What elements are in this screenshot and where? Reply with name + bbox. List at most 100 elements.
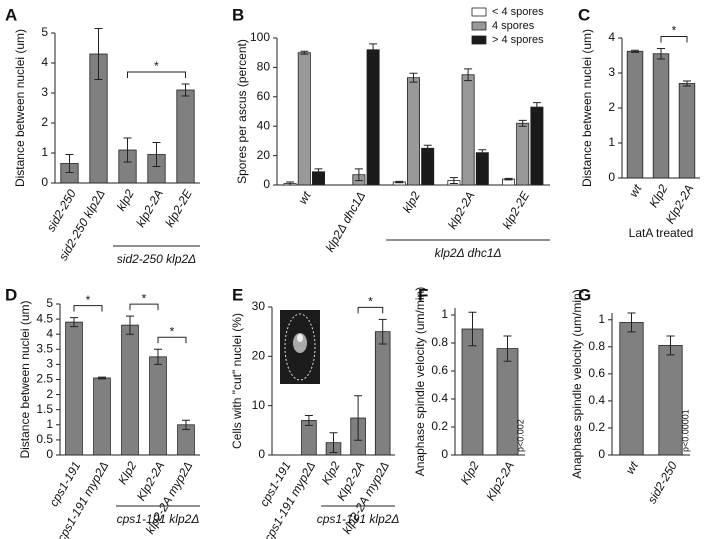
error-bar — [126, 315, 134, 335]
bar — [65, 321, 83, 456]
y-tick-label: 60 — [257, 89, 271, 103]
p-value: p<0.002 — [515, 419, 525, 452]
error-bar — [478, 149, 487, 157]
y-tick-label: 2.5 — [36, 372, 53, 386]
error-bar — [518, 119, 527, 127]
x-tick-label: wt — [626, 182, 644, 200]
y-tick-label: 80 — [257, 60, 271, 74]
y-tick-label: 0 — [263, 177, 270, 191]
error-bar — [314, 168, 323, 176]
y-tick-label: 3 — [608, 65, 615, 79]
group-label: sid2-250 klp2Δ — [117, 252, 196, 266]
legend-swatch — [471, 7, 487, 17]
y-tick-label: 10 — [252, 398, 266, 412]
y-tick-label: 4 — [46, 326, 53, 340]
x-tick-label: sid2-250 — [645, 459, 680, 506]
y-tick-label: 0.5 — [36, 432, 53, 446]
legend-label: < 4 spores — [492, 6, 544, 18]
error-bar — [449, 177, 458, 185]
y-tick-label: 2 — [608, 100, 615, 114]
error-bar — [631, 49, 639, 53]
bar — [297, 52, 311, 186]
bar — [530, 106, 544, 186]
bar — [176, 89, 195, 184]
bar — [516, 122, 530, 186]
error-bar — [70, 317, 78, 328]
bar — [149, 356, 167, 456]
bar — [461, 74, 475, 186]
x-axis-label: LatA treated — [629, 226, 694, 240]
legend-swatch — [471, 21, 487, 31]
p-value: p<0.00001 — [680, 409, 690, 452]
y-tick-label: 0.2 — [431, 419, 448, 433]
y-axis-label: Distance between nuclei (um) — [18, 300, 32, 458]
y-tick-label: 40 — [257, 118, 271, 132]
y-tick-label: 0 — [46, 447, 53, 461]
micrograph-inset — [280, 310, 320, 384]
error-bar — [657, 48, 665, 60]
error-bar — [666, 335, 675, 356]
significance-star: * — [672, 24, 677, 38]
bar — [407, 77, 420, 186]
bar — [366, 49, 380, 186]
significance-star: * — [170, 324, 175, 338]
x-tick-label: klp2 — [114, 187, 137, 213]
y-axis-label: Anaphase spindle velocity (um/min) — [413, 287, 427, 476]
y-tick-label: 0.6 — [431, 363, 448, 377]
x-tick-label: klp2-2E — [500, 188, 533, 231]
bar — [475, 152, 489, 186]
error-bar — [65, 154, 74, 173]
y-tick-label: 0.4 — [431, 391, 448, 405]
y-tick-label: 30 — [252, 299, 266, 313]
error-bar — [181, 83, 190, 97]
y-tick-label: 4 — [41, 55, 48, 69]
bar — [461, 328, 484, 456]
y-tick-label: 5 — [46, 296, 53, 310]
x-tick-label: Klp2 — [646, 182, 670, 210]
error-bar — [409, 72, 418, 83]
error-bar — [182, 419, 190, 430]
significance-bracket — [73, 305, 103, 312]
y-tick-label: 1 — [441, 307, 448, 321]
group-label: cps1-191 klp2Δ — [117, 512, 200, 526]
error-bar — [152, 142, 161, 167]
significance-star: * — [142, 291, 147, 305]
bar — [374, 331, 391, 456]
bar — [658, 345, 683, 456]
panel-letter: B — [232, 5, 244, 24]
error-bar — [369, 43, 378, 57]
y-tick-label: 4.5 — [36, 311, 53, 325]
x-tick-label: klp2-2A — [133, 187, 165, 229]
y-tick-label: 0 — [258, 447, 265, 461]
error-bar — [154, 348, 162, 365]
error-bar — [354, 395, 363, 441]
y-tick-label: 2 — [46, 387, 53, 401]
y-tick-label: 1 — [41, 145, 48, 159]
error-bar — [532, 102, 541, 112]
error-bar — [504, 177, 513, 181]
x-tick-label: klp2 — [400, 189, 423, 215]
panel-letter: C — [578, 5, 590, 24]
y-axis-label: Anaphase spindle velocity (um/min) — [570, 289, 584, 478]
y-tick-label: 3 — [46, 357, 53, 371]
y-tick-label: 3.5 — [36, 341, 53, 355]
y-tick-label: 0.8 — [431, 335, 448, 349]
error-bar — [304, 415, 313, 426]
bar — [121, 324, 139, 456]
error-bar — [98, 376, 106, 380]
significance-bracket — [129, 303, 159, 311]
y-axis-label: Cells with "cut" nuclei (%) — [230, 313, 244, 449]
y-axis-label: Distance between nuclei (um) — [13, 29, 27, 187]
bar — [619, 322, 644, 456]
significance-star: * — [86, 293, 91, 307]
y-axis-label: Spores per ascus (percent) — [235, 39, 249, 184]
x-tick-label: klp2-2A — [445, 189, 477, 231]
y-tick-label: 1 — [598, 312, 605, 326]
error-bar — [300, 50, 309, 55]
legend-label: > 4 spores — [492, 34, 544, 46]
error-bar — [627, 312, 636, 333]
x-tick-label: klp2-2E — [162, 186, 195, 229]
error-bar — [464, 68, 473, 82]
panel-letter: D — [5, 285, 17, 304]
